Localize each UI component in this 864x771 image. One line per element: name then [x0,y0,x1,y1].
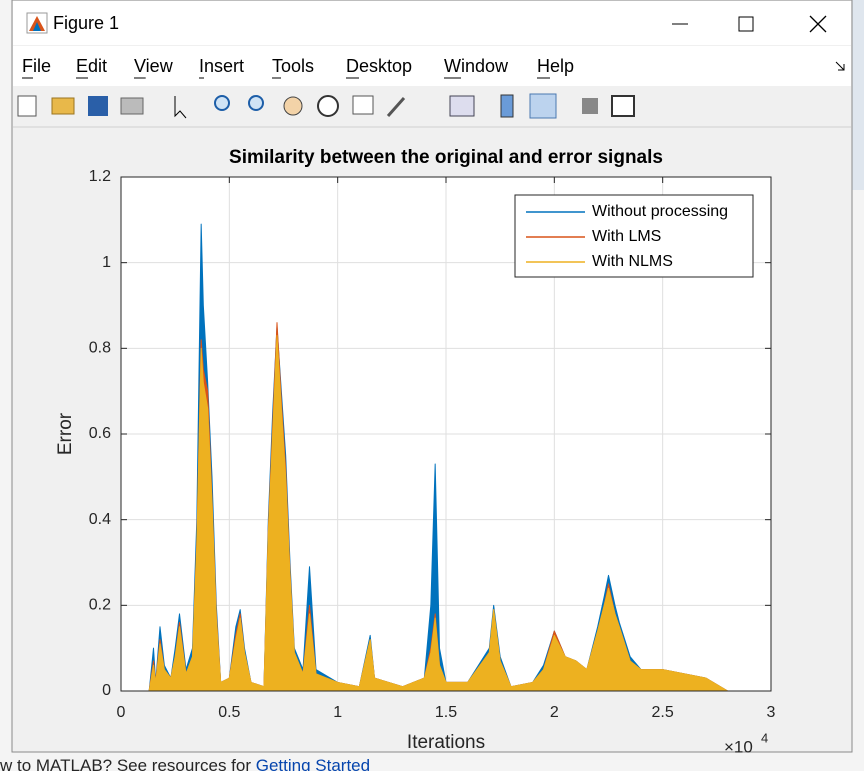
desktop-prefix: w to MATLAB? See resources for [0,756,256,771]
menu-item[interactable]: Desktop [346,56,412,76]
desktop-panel [852,0,864,190]
y-tick-label: 1 [102,254,111,271]
getting-started-link[interactable]: Getting Started [256,756,370,771]
legend-label: With NLMS [592,253,673,270]
x-tick-label: 2.5 [652,704,674,721]
zoom-out-icon[interactable] [248,95,264,111]
new-icon[interactable] [17,95,37,117]
x-tick-label: 0 [117,704,126,721]
menu-item[interactable]: View [134,56,174,76]
menu-item[interactable]: Tools [272,56,314,76]
menu-item[interactable]: Help [537,56,574,76]
y-axis-label: Error [55,412,76,455]
x-multiplier: ×10 [724,737,753,756]
legend-label: Without processing [592,203,728,220]
y-tick-label: 0 [102,682,111,699]
colorbar-icon[interactable] [500,94,514,118]
save-icon[interactable] [88,96,108,116]
pointer-icon[interactable] [174,96,187,119]
toolbar [13,87,851,127]
close-button[interactable] [809,15,827,33]
maximize-button[interactable] [738,16,754,32]
x-tick-label: 1 [333,704,342,721]
series-area [121,334,771,692]
print-icon[interactable] [120,97,144,115]
open-icon[interactable] [51,97,75,115]
menu-bar [13,46,851,86]
legend-label: With LMS [592,228,661,245]
datatip-icon[interactable] [352,95,374,115]
dock-button[interactable] [835,61,845,71]
y-tick-label: 0.6 [89,425,111,442]
legend-box [514,194,754,278]
y-tick-label: 1.2 [89,168,111,185]
y-tick-label: 0.4 [89,511,111,528]
menu-item[interactable]: Insert [199,56,244,76]
x-exponent: 4 [761,730,768,745]
zoom-in-icon[interactable] [214,95,230,111]
hide-tools-icon[interactable] [582,98,598,114]
link-icon[interactable] [449,95,475,117]
legend: Without processing With LMS With NLMS [514,194,754,278]
desktop-text: w to MATLAB? See resources for Getting S… [0,756,370,771]
x-tick-label: 0.5 [218,704,240,721]
menu-item[interactable]: File [22,56,51,76]
y-tick-label: 0.2 [89,597,111,614]
window-title: Figure 1 [53,13,119,33]
brush-icon[interactable] [386,97,406,117]
menu-item[interactable]: Edit [76,56,107,76]
legend-icon[interactable] [529,93,557,119]
x-tick-label: 2 [550,704,559,721]
pan-icon[interactable] [283,96,303,116]
x-tick-label: 1.5 [435,704,457,721]
x-axis-label: Iterations [407,732,485,753]
menu-item[interactable]: Window [444,56,509,76]
y-tick-label: 0.8 [89,340,111,357]
chart-title: Similarity between the original and erro… [229,147,663,168]
x-tick-label: 3 [767,704,776,721]
axes-box [120,176,772,692]
title-bar [13,1,851,45]
show-tools-icon[interactable] [611,95,635,117]
app-icon [26,12,48,34]
rotate-icon[interactable] [317,95,339,117]
